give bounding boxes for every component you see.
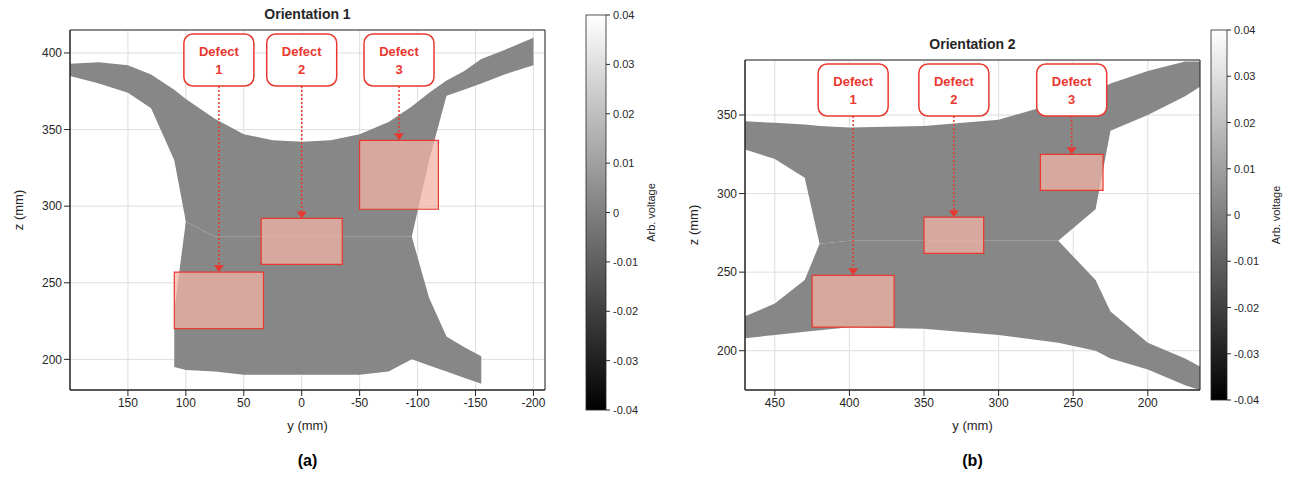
svg-text:y (mm): y (mm) [952, 418, 992, 433]
svg-text:1: 1 [850, 92, 857, 107]
svg-text:Defect: Defect [934, 74, 974, 89]
svg-text:0.02: 0.02 [1234, 117, 1255, 129]
svg-text:300: 300 [717, 187, 737, 201]
svg-text:-0.01: -0.01 [1234, 255, 1259, 267]
svg-text:-0.01: -0.01 [613, 256, 638, 268]
svg-text:0: 0 [613, 207, 619, 219]
html-text:Orientation 2: Orientation 2 [929, 36, 1016, 52]
svg-text:350: 350 [914, 396, 934, 410]
svg-text:-0.02: -0.02 [1234, 302, 1259, 314]
svg-text:Defect: Defect [1052, 74, 1092, 89]
svg-text:-0.03: -0.03 [1234, 348, 1259, 360]
svg-text:0.04: 0.04 [613, 9, 634, 21]
svg-text:0: 0 [1234, 209, 1240, 221]
svg-text:-0.03: -0.03 [613, 355, 638, 367]
svg-text:Defect: Defect [379, 44, 419, 59]
svg-text:-150: -150 [463, 396, 487, 410]
svg-text:0.02: 0.02 [613, 108, 634, 120]
svg-text:0.03: 0.03 [613, 58, 634, 70]
svg-text:0.01: 0.01 [1234, 163, 1255, 175]
svg-text:200: 200 [42, 353, 62, 367]
svg-text:400: 400 [839, 396, 859, 410]
svg-text:0.03: 0.03 [1234, 70, 1255, 82]
svg-text:400: 400 [42, 46, 62, 60]
svg-text:200: 200 [1138, 396, 1158, 410]
svg-text:0.01: 0.01 [613, 157, 634, 169]
html-text:(a): (a) [297, 452, 318, 469]
svg-text:200: 200 [717, 344, 737, 358]
html-text:(b): (b) [962, 452, 983, 469]
svg-text:-0.02: -0.02 [613, 305, 638, 317]
svg-text:y (mm): y (mm) [287, 418, 327, 433]
svg-text:3: 3 [395, 62, 402, 77]
svg-text:250: 250 [717, 265, 737, 279]
svg-text:250: 250 [1063, 396, 1083, 410]
svg-text:50: 50 [237, 396, 251, 410]
svg-text:0: 0 [298, 396, 305, 410]
svg-text:100: 100 [176, 396, 196, 410]
svg-text:350: 350 [42, 123, 62, 137]
svg-text:2: 2 [950, 92, 957, 107]
svg-text:-0.04: -0.04 [1234, 394, 1259, 406]
svg-text:z (mm): z (mm) [11, 190, 26, 230]
svg-text:z (mm): z (mm) [686, 205, 701, 245]
svg-text:250: 250 [42, 276, 62, 290]
svg-text:Arb. voltage: Arb. voltage [645, 183, 657, 242]
svg-text:450: 450 [765, 396, 785, 410]
html-text:Orientation 1: Orientation 1 [264, 6, 351, 22]
svg-text:-50: -50 [351, 396, 369, 410]
svg-text:300: 300 [42, 199, 62, 213]
svg-text:350: 350 [717, 108, 737, 122]
svg-text:-100: -100 [406, 396, 430, 410]
svg-text:-0.04: -0.04 [613, 404, 638, 416]
svg-text:-200: -200 [521, 396, 545, 410]
svg-text:Defect: Defect [199, 44, 239, 59]
svg-text:1: 1 [215, 62, 222, 77]
svg-text:300: 300 [989, 396, 1009, 410]
svg-text:Defect: Defect [282, 44, 322, 59]
svg-text:150: 150 [118, 396, 138, 410]
svg-text:2: 2 [298, 62, 305, 77]
svg-text:Defect: Defect [833, 74, 873, 89]
svg-text:Arb. voltage: Arb. voltage [1270, 186, 1282, 245]
svg-text:0.04: 0.04 [1234, 24, 1255, 36]
svg-text:3: 3 [1068, 92, 1075, 107]
